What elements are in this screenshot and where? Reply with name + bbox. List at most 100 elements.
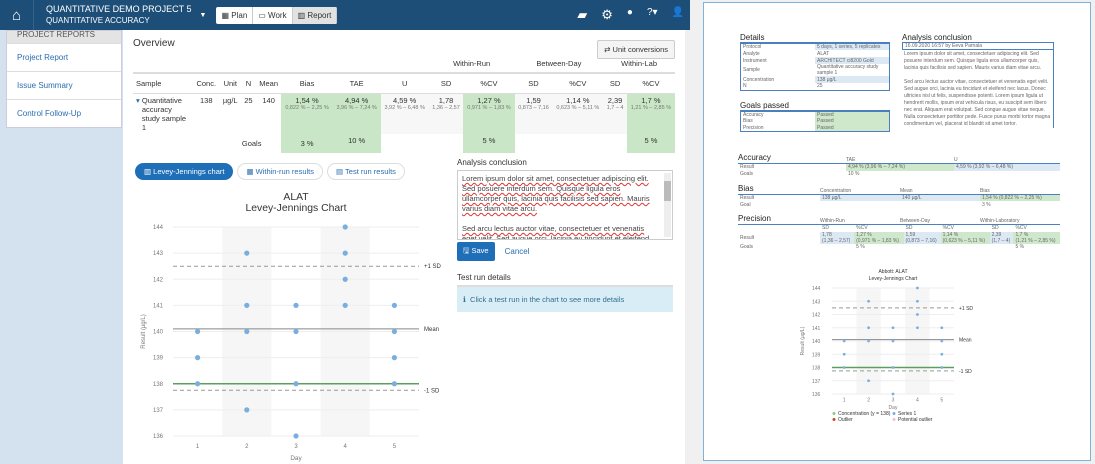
reference-line-label: -1 SD: [959, 369, 972, 375]
data-point: [842, 352, 846, 356]
y-tick-label: 143: [812, 299, 821, 305]
data-point: [391, 328, 397, 335]
y-tick-label: 144: [812, 286, 821, 292]
data-point: [195, 328, 201, 335]
legend-marker: [892, 418, 896, 421]
column-header: Bias: [281, 72, 333, 94]
y-tick-label: 136: [812, 392, 821, 398]
project-selector[interactable]: QUANTITATIVE DEMO PROJECT 5 QUANTITATIVE…: [34, 3, 192, 27]
column-header: %CV: [552, 72, 604, 94]
chart-subtitle: Levey-Jennings Chart: [869, 276, 918, 282]
sidebar-item-issue-summary[interactable]: Issue Summary: [7, 71, 121, 99]
reference-line-label: +1 SD: [959, 306, 973, 312]
report-details-table: Protocol 5 days, 1 series, 5 replicates An…: [740, 42, 890, 91]
reference-line-label: Mean: [424, 327, 439, 333]
y-tick-label: 141: [812, 326, 821, 332]
data-point: [293, 302, 299, 308]
reference-line-label: +1 SD: [424, 264, 442, 270]
project-name: QUANTITATIVE DEMO PROJECT 5: [46, 4, 192, 14]
column-header: SD: [603, 72, 627, 94]
y-tick-label: 142: [153, 277, 164, 283]
report-row: Analyte ALAT: [743, 50, 830, 57]
column-header: Sample: [133, 72, 193, 94]
data-point: [940, 326, 944, 330]
cancel-button[interactable]: Cancel: [504, 247, 530, 256]
report-row: N 25: [743, 83, 823, 90]
tab-work[interactable]: ▭ Work: [253, 6, 293, 24]
report-conclusion-title: Analysis conclusion: [902, 33, 972, 42]
data-point: [293, 433, 299, 439]
analysis-conclusion-label: Analysis conclusion: [457, 158, 527, 167]
report-accuracy: Accuracy TAE U Result 4,94 % (3,96 % – 7,24…: [738, 153, 1060, 251]
report-row: Protocol 5 days, 1 series, 5 replicates: [741, 43, 890, 50]
user-icon[interactable]: 👤: [671, 7, 684, 18]
column-header: SD: [428, 72, 464, 94]
data-point: [195, 355, 201, 361]
legend-marker: [832, 418, 836, 421]
home-icon[interactable]: ⌂: [0, 0, 34, 30]
tab-plan[interactable]: ▦ Plan: [216, 6, 254, 24]
goals-row: Goals 3 % 10 % 5 % 5 %: [133, 134, 675, 153]
page-title: Overview: [133, 38, 175, 49]
tab-report[interactable]: ▥ Report: [292, 6, 338, 24]
y-tick-label: 141: [153, 303, 164, 309]
table-row[interactable]: ▾ Quantitative accuracy study sample 1 1…: [133, 93, 675, 134]
x-axis-label: Day: [290, 455, 302, 462]
data-point: [391, 302, 397, 308]
info-alert: ℹ Click a test run in the chart to see m…: [457, 287, 673, 312]
data-point: [916, 313, 919, 316]
y-tick-label: 137: [812, 379, 821, 385]
y-tick-label: 136: [153, 434, 164, 440]
y-tick-label: 139: [153, 356, 164, 362]
x-tick-label: 3: [892, 398, 895, 404]
data-point: [195, 381, 201, 387]
report-conclusion-meta: 16.09.2020 16:57 by Eeva Parnala: [902, 42, 1054, 50]
y-tick-label: 137: [153, 408, 164, 414]
data-point: [293, 328, 299, 335]
data-point: [842, 366, 846, 369]
group-within-lab: Within-Lab: [621, 59, 658, 68]
legend-marker: [832, 412, 836, 415]
legend-label: Series 1: [898, 411, 917, 417]
tab-levey-jennings-chart[interactable]: ▥ Levey-Jennings chart: [135, 163, 234, 180]
help-icon[interactable]: ?▾: [646, 7, 658, 18]
sidebar-item-project-report[interactable]: Project Report: [7, 43, 121, 71]
report-conclusion-text2: Sed arcu lectus auctor vitae, consectetu…: [904, 79, 1051, 127]
folder-open-icon[interactable]: ▰: [577, 7, 588, 22]
report-conclusion-text: Lorem ipsum dolor sit amet, consectetuer…: [904, 51, 1042, 71]
report-row: Bias Passed: [741, 117, 890, 125]
report-precision-table: SD %CV SD %CV SD %CV Result 1,78 (1,36 – 2,57) 1,…: [738, 224, 1060, 251]
unit-conversions-button[interactable]: ⇄ Unit conversions: [597, 40, 675, 59]
save-button[interactable]: 🖫 Save: [457, 242, 495, 261]
group-between-day: Between-Day: [536, 59, 582, 68]
data-point: [867, 339, 870, 343]
scrollbar[interactable]: [664, 173, 671, 237]
expand-caret-icon[interactable]: ▾: [136, 96, 140, 105]
tab-within-run-results[interactable]: ▦ Within-run results: [237, 163, 323, 180]
gear-icon[interactable]: ⚙: [601, 7, 613, 22]
legend-label: Potential outlier: [898, 417, 933, 423]
x-tick-label: 4: [916, 398, 919, 404]
y-tick-label: 138: [812, 366, 821, 372]
analysis-conclusion-textarea[interactable]: Lorem ipsum dolor sit amet, consectetuer…: [457, 170, 673, 240]
reference-line-label: Mean: [959, 338, 972, 344]
report-row: Concentration 138 µg/L: [741, 76, 890, 83]
report-preview: Details Protocol 5 days, 1 series, 5 repl…: [703, 2, 1091, 461]
report-row: Precision Passed: [741, 124, 890, 132]
column-header: Unit: [219, 72, 241, 94]
data-point: [842, 339, 846, 343]
report-row: Instrument ARCHITECT ci8200 Gold: [741, 57, 890, 64]
project-subtitle: QUANTITATIVE ACCURACY: [46, 16, 150, 25]
x-tick-label: 5: [393, 444, 397, 450]
report-goals-title: Goals passed: [740, 100, 789, 110]
chart-title: ALAT: [283, 192, 309, 203]
chat-icon[interactable]: ●: [626, 7, 633, 18]
chevron-down-icon[interactable]: ▼: [199, 11, 207, 19]
data-point: [916, 326, 919, 330]
sidebar-item-control-follow-up[interactable]: Control Follow-Up: [7, 99, 121, 127]
top-navbar: ⌂ QUANTITATIVE DEMO PROJECT 5 QUANTITATI…: [0, 0, 690, 30]
report-goals-table: Accuracy Passed Bias Passed Precision Passed: [740, 109, 890, 132]
data-point: [342, 224, 348, 230]
tab-test-run-results[interactable]: ▤ Test run results: [327, 163, 405, 180]
